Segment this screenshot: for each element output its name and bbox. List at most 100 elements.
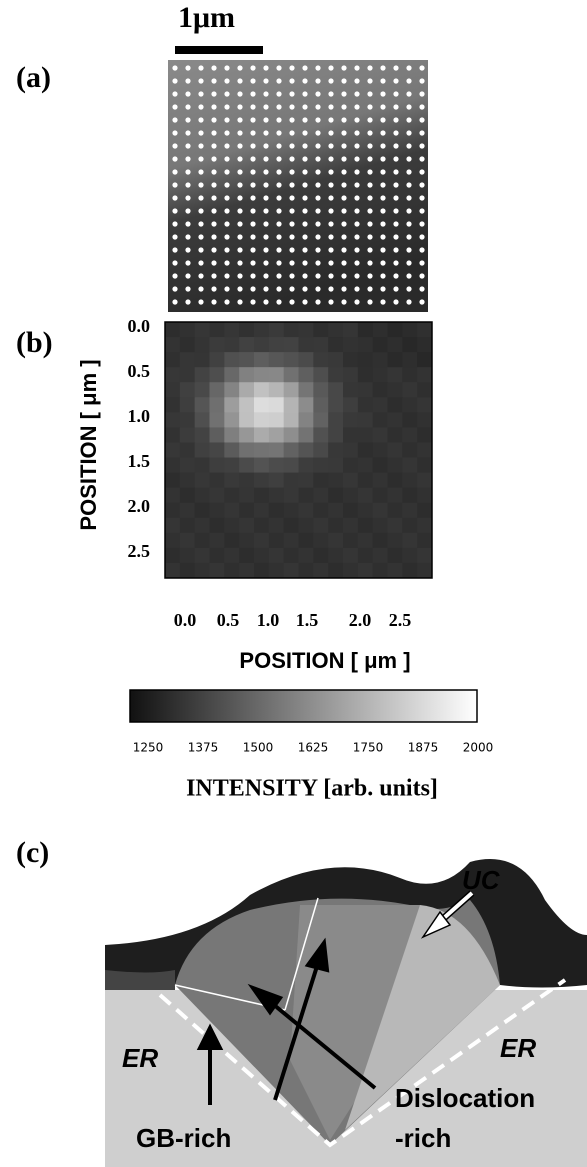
dot	[198, 286, 204, 292]
heatmap-frame	[164, 321, 433, 579]
dot	[172, 273, 178, 279]
dot	[172, 156, 178, 162]
dot	[302, 234, 308, 240]
heat-cell	[298, 367, 314, 383]
dot	[419, 130, 425, 136]
dot	[393, 260, 399, 266]
dot	[328, 299, 334, 305]
y-ticks: 0.0 0.5 1.0 1.5 2.0 2.5	[128, 316, 151, 561]
heat-cell	[224, 457, 240, 474]
heat-cell	[328, 547, 344, 564]
colorbar-label: INTENSITY [arb. units]	[186, 776, 438, 802]
dot	[289, 156, 295, 162]
heat-cell	[268, 337, 285, 353]
dot	[419, 208, 425, 214]
dot	[185, 182, 191, 188]
dot	[419, 65, 425, 71]
dot	[341, 299, 347, 305]
heat-cell	[209, 532, 225, 549]
heat-cell	[165, 367, 181, 383]
heat-cell	[313, 352, 329, 368]
dot	[263, 247, 269, 253]
heat-cell	[268, 502, 285, 519]
dot	[315, 156, 321, 162]
dot	[276, 117, 282, 123]
heat-cell	[402, 397, 418, 413]
heat-cell	[402, 547, 418, 564]
heat-cell	[179, 322, 196, 338]
dot	[237, 91, 243, 97]
dot	[185, 78, 191, 84]
heat-cell	[402, 502, 418, 519]
x-tick-label: 2.0	[349, 610, 372, 630]
heat-cell	[179, 457, 196, 474]
dot	[302, 273, 308, 279]
dot	[328, 91, 334, 97]
heat-cell	[298, 487, 314, 504]
heat-cell	[165, 517, 181, 534]
heat-cell	[328, 427, 344, 443]
heat-cell	[343, 517, 359, 534]
heat-cell	[417, 517, 433, 534]
dot	[367, 130, 373, 136]
heat-cell	[417, 382, 433, 398]
dot	[302, 117, 308, 123]
heat-cell	[343, 532, 359, 549]
dot	[406, 260, 412, 266]
dot	[406, 182, 412, 188]
dot	[237, 104, 243, 110]
dot	[250, 156, 256, 162]
dot	[367, 208, 373, 214]
heat-cell	[194, 397, 210, 413]
heat-cell	[209, 322, 225, 338]
dot	[393, 182, 399, 188]
heat-cell	[194, 562, 210, 579]
dot	[250, 143, 256, 149]
dot	[185, 260, 191, 266]
heat-cell	[313, 337, 329, 353]
heat-cell	[313, 547, 329, 564]
dot	[237, 156, 243, 162]
dot	[185, 91, 191, 97]
dot	[393, 234, 399, 240]
dot	[289, 234, 295, 240]
dot	[185, 299, 191, 305]
heat-cell	[387, 427, 403, 443]
heat-cell	[283, 397, 299, 413]
dot	[380, 117, 386, 123]
heat-cell	[209, 502, 225, 519]
heat-cell	[254, 352, 270, 368]
heat-cell	[268, 352, 285, 368]
dot	[315, 234, 321, 240]
dot	[237, 299, 243, 305]
dot	[172, 130, 178, 136]
heat-cell	[224, 367, 240, 383]
dot	[315, 91, 321, 97]
dot	[302, 195, 308, 201]
dot	[328, 117, 334, 123]
y-tick-label: 0.5	[128, 361, 151, 381]
dot	[341, 208, 347, 214]
dot	[211, 78, 217, 84]
dot	[198, 260, 204, 266]
dot	[406, 78, 412, 84]
heat-cell	[179, 352, 196, 368]
dot	[198, 117, 204, 123]
heat-cell	[313, 322, 329, 338]
heat-cell	[417, 487, 433, 504]
heat-cell	[165, 322, 181, 338]
dot	[380, 208, 386, 214]
dot	[224, 247, 230, 253]
dot	[341, 221, 347, 227]
dot	[198, 169, 204, 175]
dot	[367, 104, 373, 110]
heat-cell	[283, 547, 299, 564]
heat-cell	[298, 457, 314, 474]
dot	[276, 104, 282, 110]
dot	[302, 156, 308, 162]
dot	[224, 104, 230, 110]
heat-cell	[239, 562, 255, 579]
dot	[263, 208, 269, 214]
dot	[328, 234, 334, 240]
